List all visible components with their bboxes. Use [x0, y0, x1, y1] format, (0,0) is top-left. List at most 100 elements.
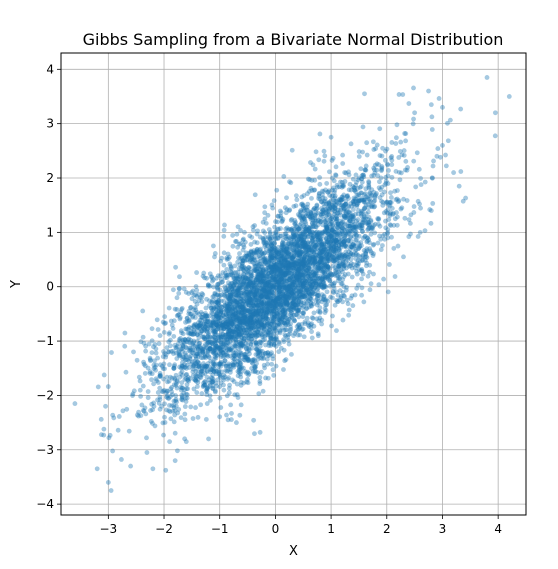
data-point	[330, 188, 335, 193]
data-point	[380, 203, 385, 208]
data-point	[253, 364, 258, 369]
data-point	[228, 264, 233, 269]
data-point	[154, 351, 159, 356]
data-point	[327, 169, 332, 174]
data-point	[288, 306, 293, 311]
data-point	[365, 227, 370, 232]
data-point	[208, 398, 213, 403]
data-point	[213, 354, 218, 359]
data-point	[180, 306, 185, 311]
data-point	[150, 350, 155, 355]
data-point	[423, 228, 428, 233]
data-point	[219, 348, 224, 353]
data-point	[372, 200, 377, 205]
data-point	[380, 185, 385, 190]
data-point	[321, 208, 326, 213]
data-point	[172, 318, 177, 323]
data-point	[437, 96, 442, 101]
data-point	[463, 196, 468, 201]
data-point	[419, 182, 424, 187]
data-point	[354, 180, 359, 185]
data-point	[191, 289, 196, 294]
data-point	[208, 393, 213, 398]
data-point	[194, 284, 199, 289]
data-point	[340, 153, 345, 158]
data-point	[340, 253, 345, 258]
data-point	[392, 246, 397, 251]
data-point	[309, 283, 314, 288]
data-point	[407, 101, 412, 106]
data-point	[299, 221, 304, 226]
data-point	[184, 399, 189, 404]
data-point	[307, 272, 312, 277]
data-point	[180, 361, 185, 366]
data-point	[156, 327, 161, 332]
data-point	[262, 210, 267, 215]
data-point	[277, 289, 282, 294]
data-point	[119, 457, 124, 462]
data-point	[310, 315, 315, 320]
data-point	[287, 278, 292, 283]
chart-title: Gibbs Sampling from a Bivariate Normal D…	[83, 30, 504, 49]
data-point	[121, 409, 126, 414]
data-point	[99, 417, 104, 422]
data-point	[290, 262, 295, 267]
data-point	[109, 350, 114, 355]
data-point	[171, 287, 176, 292]
data-point	[400, 153, 405, 158]
data-point	[318, 279, 323, 284]
data-point	[284, 294, 289, 299]
data-point	[256, 266, 261, 271]
data-point	[194, 367, 199, 372]
data-point	[263, 304, 268, 309]
data-point	[229, 321, 234, 326]
data-point	[389, 195, 394, 200]
data-point	[180, 373, 185, 378]
data-point	[353, 249, 358, 254]
data-point	[201, 350, 206, 355]
data-point	[315, 230, 320, 235]
data-point	[336, 299, 341, 304]
data-point	[291, 333, 296, 338]
data-point	[429, 221, 434, 226]
data-point	[351, 214, 356, 219]
data-point	[272, 225, 277, 230]
data-point	[260, 354, 265, 359]
data-point	[182, 287, 187, 292]
data-point	[222, 223, 227, 228]
data-point	[430, 115, 435, 120]
data-point	[380, 154, 385, 159]
data-point	[282, 328, 287, 333]
data-point	[188, 376, 193, 381]
data-point	[362, 200, 367, 205]
data-point	[233, 264, 238, 269]
data-point	[292, 204, 297, 209]
data-point	[230, 307, 235, 312]
data-point	[271, 282, 276, 287]
data-point	[141, 384, 146, 389]
data-point	[236, 256, 241, 261]
data-point	[210, 364, 215, 369]
data-point	[193, 308, 198, 313]
data-point	[346, 238, 351, 243]
data-point	[233, 299, 238, 304]
data-point	[255, 260, 260, 265]
data-point	[270, 286, 275, 291]
data-point	[367, 180, 372, 185]
data-point	[361, 125, 366, 130]
data-point	[313, 167, 318, 172]
data-point	[242, 230, 247, 235]
data-point	[328, 245, 333, 250]
data-point	[295, 253, 300, 258]
data-point	[405, 165, 410, 170]
data-point	[384, 181, 389, 186]
data-point	[188, 312, 193, 317]
data-point	[277, 315, 282, 320]
data-point	[264, 316, 269, 321]
data-point	[332, 240, 337, 245]
data-point	[325, 289, 330, 294]
data-point	[225, 319, 230, 324]
data-point	[172, 364, 177, 369]
data-point	[362, 206, 367, 211]
data-point	[334, 173, 339, 178]
